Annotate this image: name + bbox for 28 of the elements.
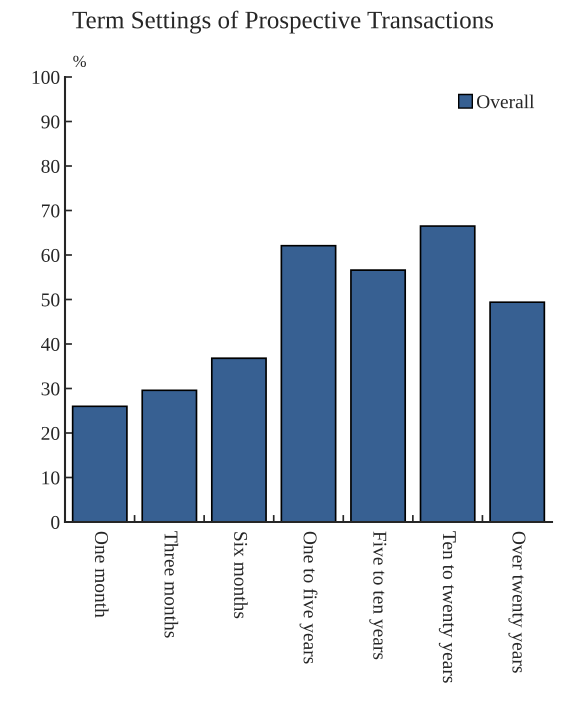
bar [350,269,406,522]
y-tick-label: 90 [41,115,60,128]
y-tick-label: 100 [32,70,60,84]
y-tick-label: 10 [42,471,60,484]
x-tick-label: Six months [234,532,248,618]
y-tick-label: 20 [42,426,60,440]
bar [72,405,128,522]
chart-title: Term Settings of Prospective Transactions [72,10,494,34]
bar [210,357,267,522]
x-tick-label: Over twenty years [508,532,526,673]
bar [280,244,336,522]
y-tick-label: 30 [42,382,60,396]
x-tick-label: Ten to twenty years [438,531,456,683]
y-tick-label: 0 [51,516,60,529]
y-tick-label: 50 [42,293,60,306]
y-tick-label: 60 [42,248,60,262]
bar [489,301,546,522]
x-tick-label: Five to ten years [369,531,386,660]
bar [141,389,198,522]
bar [420,225,476,522]
y-axis-title: % [73,56,86,67]
y-tick-label: 80 [41,160,60,173]
y-tick-label: 40 [41,338,60,351]
y-tick-label: 70 [42,204,60,218]
legend-label: Overall [476,94,534,108]
x-tick-label: Three months [164,531,178,638]
x-tick-label: One to five years [300,532,318,664]
x-tick-label: One month [94,532,109,618]
